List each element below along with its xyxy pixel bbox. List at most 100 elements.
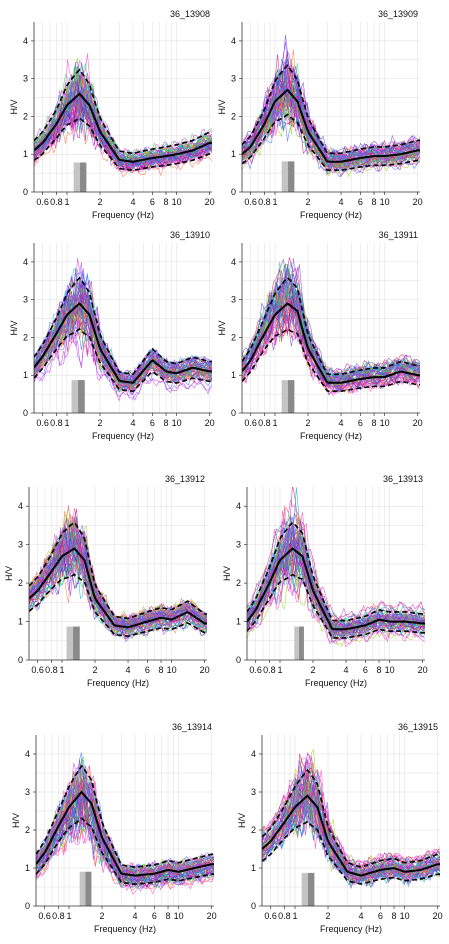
- window-curve: [247, 513, 425, 635]
- y-tick-label: 1: [23, 370, 28, 380]
- x-tick-label: 1: [60, 665, 65, 675]
- x-tick-label: 20: [207, 911, 217, 921]
- x-tick-label: 0.8: [258, 197, 271, 207]
- window-curve: [34, 306, 212, 393]
- y-tick-label: 4: [23, 257, 28, 267]
- x-tick-label: 6: [358, 418, 363, 428]
- std-lower-curve: [262, 820, 440, 885]
- window-curve: [36, 816, 214, 895]
- x-axis-label: Frequency (Hz): [92, 210, 154, 220]
- x-tick-label: 1: [278, 665, 283, 675]
- x-tick-label: 4: [344, 665, 349, 675]
- y-tick-label: 4: [231, 257, 236, 267]
- y-tick-label: 1: [231, 149, 236, 159]
- y-tick-label: 0: [23, 187, 28, 197]
- peak-band-dark: [307, 872, 315, 906]
- mean-curve: [34, 92, 212, 163]
- mean-curve: [242, 88, 420, 163]
- x-tick-label: 6: [358, 197, 363, 207]
- window-curves: [36, 752, 214, 895]
- std-upper-curve: [247, 521, 425, 622]
- y-axis-label: H/V: [9, 320, 19, 335]
- window-curve: [34, 328, 212, 400]
- x-tick-label: 8: [372, 197, 377, 207]
- std-upper-curve: [34, 276, 212, 376]
- x-tick-label: 10: [380, 197, 390, 207]
- mean-curve: [34, 302, 212, 384]
- std-upper-curve: [36, 764, 214, 868]
- peak-band-dark: [299, 626, 304, 660]
- x-tick-label: 1: [293, 911, 298, 921]
- window-curve: [34, 308, 212, 395]
- x-tick-label: 0.6: [36, 197, 49, 207]
- y-axis-label: H/V: [217, 320, 227, 335]
- x-axis-label: Frequency (Hz): [300, 210, 362, 220]
- x-tick-label: 10: [385, 665, 395, 675]
- x-tick-label: 20: [200, 665, 210, 675]
- y-tick-label: 4: [18, 501, 23, 511]
- station-title: 36_13908: [170, 9, 210, 19]
- x-tick-label: 0.6: [36, 418, 49, 428]
- std-lower-curve: [247, 573, 425, 639]
- std-lower-curve: [29, 573, 207, 638]
- x-tick-label: 1: [67, 911, 72, 921]
- peak-band-dark: [78, 380, 85, 413]
- x-axis-label: Frequency (Hz): [320, 924, 382, 934]
- std-lower-curve: [242, 328, 420, 393]
- window-curve: [242, 58, 420, 166]
- window-curve: [262, 755, 440, 868]
- x-tick-label: 0.8: [50, 197, 63, 207]
- x-tick-label: 4: [131, 418, 136, 428]
- window-curve: [36, 789, 214, 883]
- window-curve: [36, 810, 214, 892]
- x-tick-label: 2: [326, 911, 331, 921]
- x-tick-label: 8: [377, 665, 382, 675]
- peak-band-dark: [73, 626, 80, 660]
- x-tick-label: 2: [98, 418, 103, 428]
- std-lower-curve: [34, 116, 212, 172]
- y-axis-label: H/V: [9, 99, 19, 114]
- x-tick-label: 20: [413, 418, 423, 428]
- y-tick-label: 3: [23, 295, 28, 305]
- mean-curve: [262, 794, 440, 877]
- x-tick-label: 20: [205, 418, 215, 428]
- y-tick-label: 2: [236, 578, 241, 588]
- x-tick-label: 0.6: [244, 418, 257, 428]
- window-curve: [242, 269, 420, 388]
- x-tick-label: 8: [392, 911, 397, 921]
- x-tick-label: 0.8: [278, 911, 291, 921]
- y-tick-label: 2: [23, 111, 28, 121]
- y-tick-label: 3: [231, 74, 236, 84]
- x-tick-label: 1: [65, 418, 70, 428]
- x-tick-label: 10: [174, 911, 184, 921]
- x-tick-label: 6: [150, 197, 155, 207]
- y-tick-label: 1: [236, 617, 241, 627]
- y-tick-label: 2: [251, 825, 256, 835]
- x-tick-label: 6: [378, 911, 383, 921]
- x-tick-label: 6: [150, 418, 155, 428]
- window-curve: [242, 294, 420, 391]
- x-tick-label: 0.6: [31, 665, 44, 675]
- std-upper-curve: [29, 521, 207, 620]
- x-tick-label: 10: [167, 665, 177, 675]
- x-tick-label: 0.6: [38, 911, 51, 921]
- x-tick-label: 1: [273, 418, 278, 428]
- y-tick-label: 2: [23, 332, 28, 342]
- x-tick-label: 4: [339, 418, 344, 428]
- peak-band-dark: [287, 380, 295, 413]
- x-tick-label: 8: [164, 197, 169, 207]
- window-curve: [29, 508, 207, 625]
- window-curve: [247, 562, 425, 648]
- y-axis-label: H/V: [11, 813, 21, 828]
- mean-curve: [36, 790, 214, 877]
- x-tick-label: 8: [372, 418, 377, 428]
- y-tick-label: 0: [236, 655, 241, 665]
- y-tick-label: 3: [18, 540, 23, 550]
- x-tick-label: 1: [65, 197, 70, 207]
- mean-curve: [29, 547, 207, 629]
- x-tick-label: 8: [159, 665, 164, 675]
